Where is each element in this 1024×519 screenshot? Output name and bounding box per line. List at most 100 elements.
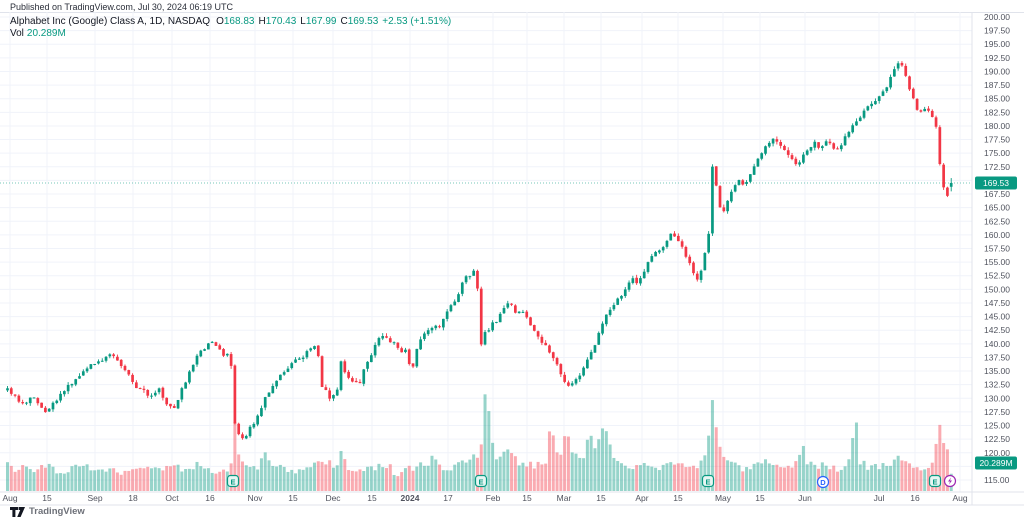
volume-bar [873, 463, 877, 491]
svg-text:157.50: 157.50 [984, 244, 1010, 254]
volume-bar [449, 470, 453, 491]
volume-bar [858, 464, 862, 491]
candle-body [6, 388, 9, 391]
candle-body [241, 434, 244, 439]
candle-body [616, 298, 620, 305]
earnings-letter: E [932, 478, 937, 487]
candle-body [821, 146, 824, 149]
volume-bar [695, 468, 699, 491]
volume-bar [934, 443, 938, 491]
price-axis[interactable]: 200.00 197.50 195.00 192.50 190.00 187.50 185.… [984, 12, 1010, 485]
candle-body [351, 378, 354, 382]
volume-bar [381, 467, 385, 491]
candle-body [237, 423, 241, 435]
volume-bar [153, 467, 157, 491]
time-axis[interactable]: Aug 15 Sep 18 Oct 16 Nov 15 Dec 15 2024 17 Feb 15 Mar 1… [2, 493, 967, 503]
volume-bar [6, 462, 9, 491]
symbol-title[interactable]: Alphabet Inc (Google) Class A, 1D, NASDA… [10, 16, 211, 27]
volume-bar [502, 451, 506, 491]
volume-bar [498, 456, 502, 491]
volume-bar [150, 468, 154, 491]
volume-bar [373, 470, 377, 491]
candle-body [404, 349, 407, 353]
last-price-badge: 169.53 [975, 176, 1017, 190]
candle-body [900, 62, 904, 66]
candle-body [589, 352, 593, 360]
volume-bar [748, 469, 752, 491]
candle-body [877, 96, 881, 101]
candle-body [138, 388, 142, 390]
volume-bar [597, 439, 601, 491]
volume-bar [896, 455, 900, 491]
candle-body [612, 305, 616, 310]
candle-body [608, 309, 612, 315]
volume-bar [309, 467, 313, 491]
candle-body [385, 336, 388, 338]
svg-text:17: 17 [443, 493, 453, 503]
volume-bar [832, 465, 836, 491]
volume-bar [165, 465, 169, 491]
candle-body [366, 361, 369, 369]
svg-text:172.50: 172.50 [984, 162, 1010, 172]
volume-bar [419, 462, 423, 491]
candle-body [582, 367, 585, 376]
earnings-marker[interactable]: E [701, 474, 715, 488]
candle-body [771, 138, 775, 144]
flash-marker[interactable] [943, 474, 957, 488]
volume-bar [798, 454, 802, 491]
volume-bar [904, 461, 908, 491]
candle-body [309, 348, 313, 351]
symbol-legend[interactable]: Alphabet Inc (Google) Class A, 1D, NASDA… [10, 16, 451, 40]
volume-bar [335, 465, 339, 491]
volume-bar [396, 476, 400, 491]
volume-bar [115, 472, 119, 491]
candle-body [100, 360, 104, 362]
volume-bar [411, 470, 415, 491]
tradingview-attribution[interactable]: TradingView [10, 506, 85, 517]
dividend-marker[interactable]: D [816, 475, 830, 489]
volume-bar [866, 469, 870, 491]
volume-bar [926, 467, 930, 491]
candle-body [532, 325, 536, 331]
candle-body [881, 91, 885, 96]
volume-bar [316, 461, 320, 491]
candle-body [150, 395, 153, 397]
candle-body [25, 402, 28, 404]
candle-body [135, 382, 138, 389]
svg-text:155.00: 155.00 [984, 257, 1010, 267]
volume-bar [453, 464, 457, 491]
candle-body [207, 343, 210, 350]
candle-body [313, 346, 316, 349]
candle-body [517, 311, 521, 314]
earnings-marker[interactable]: E [928, 474, 942, 488]
candle-body [400, 348, 404, 353]
candle-body [449, 305, 453, 312]
svg-text:125.00: 125.00 [984, 421, 1010, 431]
candle-body [468, 276, 472, 278]
change-value: +2.53 (+1.51%) [382, 16, 452, 27]
earnings-marker[interactable]: E [474, 474, 488, 488]
volume-bar [403, 468, 407, 491]
svg-text:182.50: 182.50 [984, 107, 1010, 117]
volume-bar [604, 431, 608, 491]
candle-body [332, 395, 335, 399]
candle-body [718, 186, 722, 208]
volume-bar [631, 469, 635, 491]
volume-bar [51, 466, 55, 491]
earnings-icon [474, 474, 488, 488]
dividend-icon [816, 475, 830, 489]
candle-body [472, 270, 476, 276]
svg-text:Mar: Mar [557, 493, 572, 503]
candle-body [305, 351, 309, 358]
volume-bar [585, 439, 589, 491]
candle-body [779, 142, 783, 146]
earnings-marker[interactable]: E [226, 474, 240, 488]
volume-bar [294, 473, 298, 491]
candle-body [680, 241, 684, 247]
candle-body [946, 187, 949, 196]
volume-bar [938, 424, 942, 491]
candle-body [233, 365, 237, 424]
volume-bar [529, 461, 533, 491]
svg-text:135.00: 135.00 [984, 366, 1010, 376]
